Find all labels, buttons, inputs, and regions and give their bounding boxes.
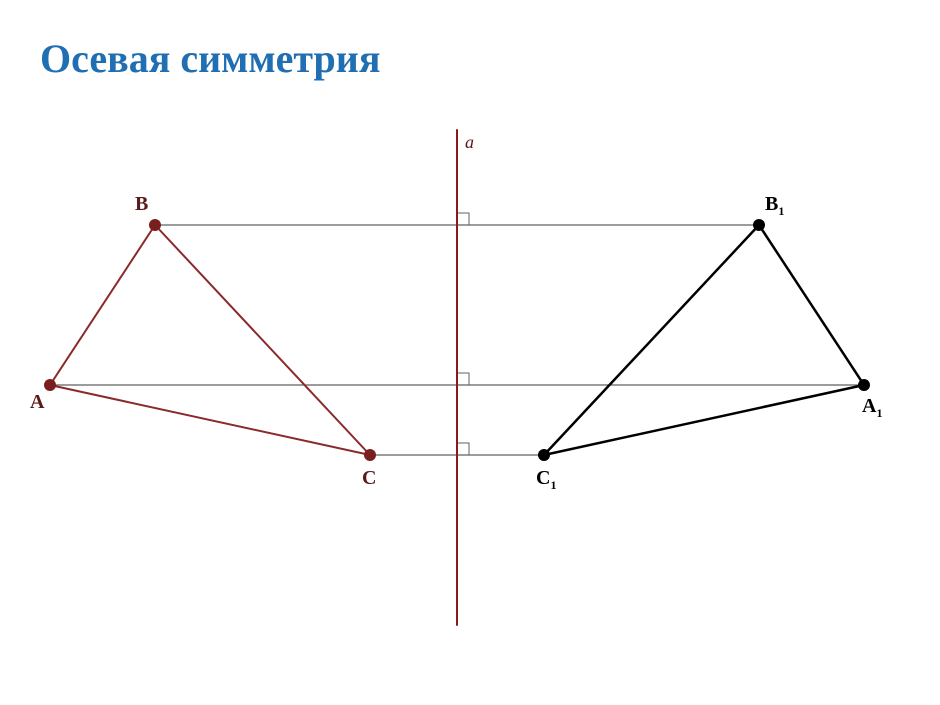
point-C1 (538, 449, 550, 461)
diagram-svg (0, 0, 940, 705)
label-A: A (30, 391, 44, 414)
label-C: C (362, 467, 376, 490)
point-A (44, 379, 56, 391)
point-B (149, 219, 161, 231)
point-C (364, 449, 376, 461)
point-A1 (858, 379, 870, 391)
label-A1: A1 (862, 395, 882, 421)
point-B1 (753, 219, 765, 231)
label-B1: B1 (765, 193, 784, 219)
triangle-left (50, 225, 370, 455)
axis-label: a (465, 132, 474, 153)
triangle-right (544, 225, 864, 455)
label-C1: C1 (536, 467, 556, 493)
label-B: B (135, 193, 148, 216)
